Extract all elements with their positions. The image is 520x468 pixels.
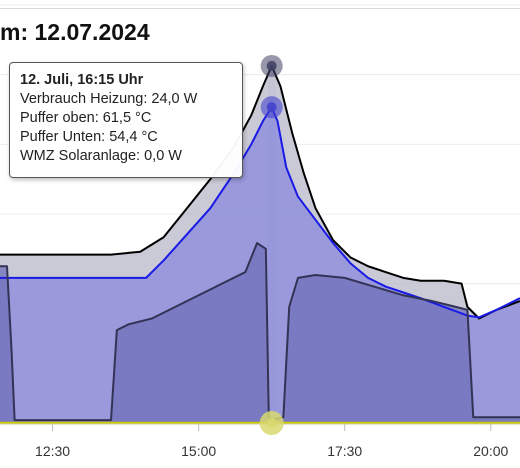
marker-puffer-unten	[266, 102, 277, 113]
line-puffer-oben	[0, 64, 520, 320]
chart-tooltip: 12. Juli, 16:15 Uhr Verbrauch Heizung: 2…	[9, 62, 243, 178]
marker-wmz-solaranlage	[266, 418, 277, 428]
area-verbrauch-heizung	[0, 243, 520, 423]
x-tick-label-0: 12:30	[35, 443, 70, 459]
top-rule	[0, 8, 520, 9]
tooltip-line-puffer-unten: Puffer Unten: 54,4 °C	[20, 129, 158, 145]
tooltip-line-puffer-oben: Puffer oben: 61,5 °C	[20, 110, 152, 126]
tooltip-line-wmz: WMZ Solaranlage: 0,0 W	[20, 148, 182, 164]
x-tick-label-3: 20:00	[473, 443, 508, 459]
line-puffer-unten	[0, 106, 520, 319]
chart-title: m: 12.07.2024	[0, 19, 150, 45]
tooltip-line-heizung: Verbrauch Heizung: 24,0 W	[20, 91, 198, 107]
tooltip-title: 12. Juli, 16:15 Uhr	[20, 72, 144, 88]
marker-puffer-oben	[266, 60, 277, 71]
x-tick-label-2: 17:30	[327, 443, 362, 459]
x-tick-label-1: 15:00	[181, 443, 216, 459]
